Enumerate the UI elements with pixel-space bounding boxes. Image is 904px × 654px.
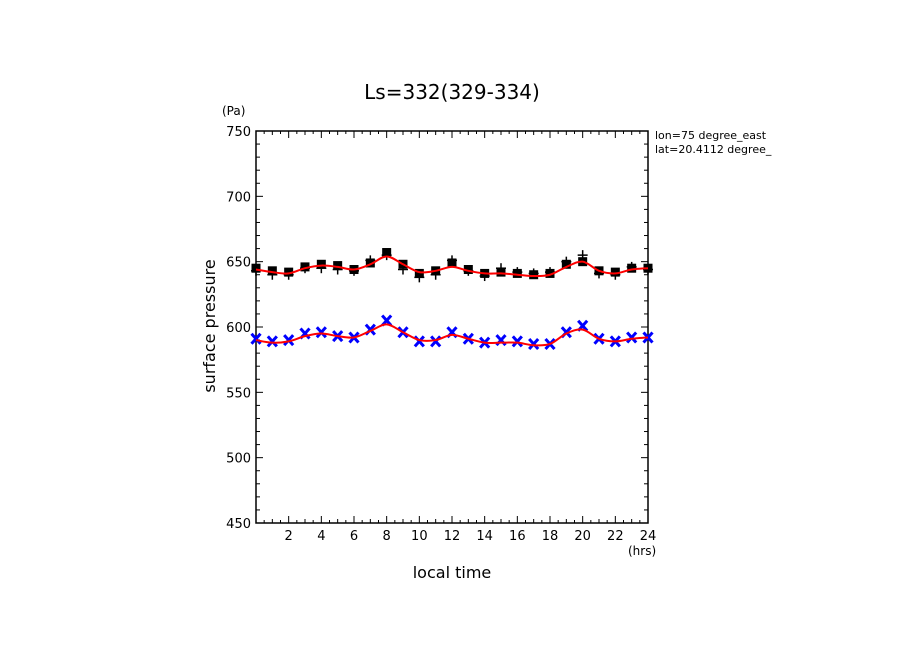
x-tick-label: 4 [317,529,325,544]
data-point-plus [398,264,408,275]
x-tick-label: 12 [444,529,461,544]
series-4-line [255,323,649,347]
x-unit-label: (hrs) [628,544,656,558]
data-point-plus [577,250,588,261]
y-tick-label: 600 [226,321,251,336]
annotation-lon: lon=75 degree_east [655,129,767,142]
series-line [255,323,649,347]
y-tick-label: 550 [226,386,251,401]
series-3-line [255,255,649,278]
data-point-cross [266,335,278,348]
x-tick-label: 2 [285,529,293,544]
data-point-plus [643,264,653,275]
data-point-cross [626,331,638,344]
x-tick-label: 20 [574,529,591,544]
x-tick-label: 24 [640,529,657,544]
data-point-plus [610,269,621,280]
data-point-cross [315,326,327,339]
x-tick-label: 14 [476,529,493,544]
series-line [255,255,649,278]
plot-frame [255,130,649,524]
data-point-cross [528,337,540,350]
x-tick-label: 8 [383,529,391,544]
data-point-plus [496,263,506,274]
y-tick-label: 750 [226,125,251,140]
cross-b [626,331,638,344]
cross-b [283,334,295,347]
x-axis-title: local time [413,563,492,582]
x-tick-label: 6 [350,529,358,544]
chart-title: Ls=332(329-334) [364,80,540,104]
series-2-cross [250,314,654,350]
cross-b [250,332,262,345]
cross-b [266,335,278,348]
cross-b [511,335,523,348]
x-tick-label: 16 [509,529,526,544]
data-point-plus [381,250,392,261]
x-tick-label: 18 [542,529,559,544]
data-point-cross [430,335,442,348]
data-point-plus [283,269,294,280]
annotation-lat: lat=20.4112 degree_ [655,143,772,156]
plot-area: 2 4 6 8 10 12 14 16 18 20 22 2445050055060065070075… [226,125,656,544]
y-tick-label: 700 [226,190,251,205]
y-axis-title: surface pressure [200,259,219,392]
cross-b [430,335,442,348]
data-point-cross [511,335,523,348]
cross-b [528,337,540,350]
y-tick-label: 450 [226,517,251,532]
y-tick-label: 500 [226,452,251,467]
x-tick-label: 10 [411,529,428,544]
data-point-plus [349,265,359,276]
data-point-cross [250,332,262,345]
y-unit-label: (Pa) [222,104,245,118]
data-point-plus [447,255,457,266]
x-tick-label: 22 [607,529,624,544]
cross-b [315,326,327,339]
data-point-plus [414,272,425,283]
data-point-plus [561,256,572,267]
cross-b [413,335,425,348]
y-tick-label: 650 [226,256,251,271]
data-point-cross [283,334,295,347]
